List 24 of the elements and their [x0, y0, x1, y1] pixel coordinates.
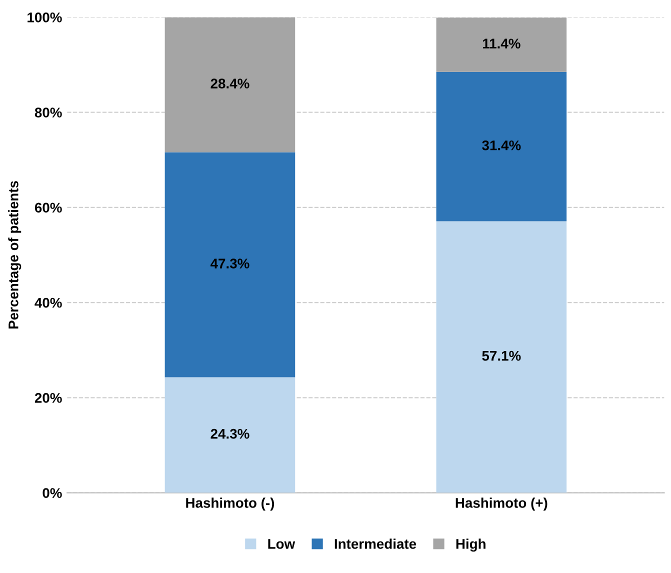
x-tick-label: Hashimoto (+) — [456, 498, 548, 511]
y-tick-label: 40% — [34, 298, 62, 308]
text: 11.4% — [482, 38, 520, 48]
y-tick-label: 60% — [34, 202, 62, 213]
bar — [164, 17, 296, 152]
text: 28.4% — [210, 78, 250, 88]
y-tick-label: 100% — [28, 12, 62, 22]
y-tick-label: 80% — [34, 108, 62, 118]
text: 31.4% — [482, 140, 521, 150]
x-tick-label: Hashimoto (-) — [186, 498, 274, 511]
text: 57.1% — [482, 350, 521, 361]
legend-label: Intermediate — [334, 538, 416, 549]
bar — [164, 152, 296, 378]
y-axis-title: Percentage of patients — [8, 181, 22, 329]
text: 24.3% — [210, 428, 250, 439]
legend-label: High — [456, 538, 486, 552]
bar — [436, 72, 567, 222]
bar — [164, 377, 296, 493]
legend-label: Low — [268, 539, 296, 549]
bar — [436, 18, 567, 72]
text: 47.3% — [210, 258, 250, 268]
y-tick-label: 20% — [34, 392, 62, 403]
y-tick-label: 0% — [42, 488, 62, 498]
bar — [436, 221, 567, 493]
